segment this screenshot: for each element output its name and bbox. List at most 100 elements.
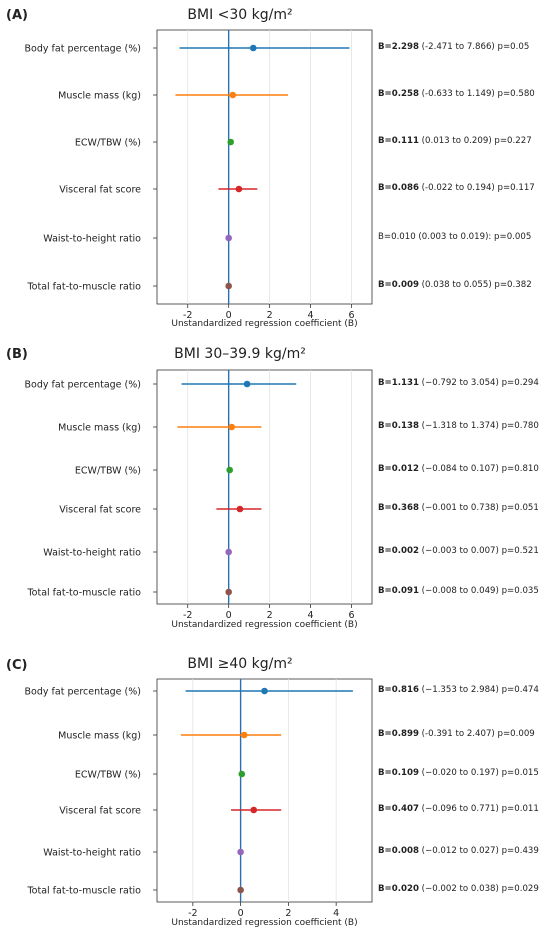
stat-annotation: B=0.368 (−0.001 to 0.738) p=0.051 [378,503,539,513]
estimate-point [237,848,244,856]
row-label: Waist-to-height ratio [43,848,141,859]
x-tick-label: -2 [183,610,192,621]
ci-p-value: (−0.008 to 0.049) p=0.035 [418,586,539,596]
row-label: Waist-to-height ratio [43,548,141,559]
ci-p-value: (−0.792 to 3.054) p=0.294 [418,378,539,388]
row-label: Muscle mass (kg) [58,91,141,102]
x-axis-label: Unstandardized regression coefficient (B… [171,918,357,928]
estimate-point [227,138,235,146]
x-tick-label: 4 [308,310,314,321]
x-tick-label: -2 [188,908,197,919]
x-tick-label: 2 [267,310,273,321]
estimate-point [226,466,233,474]
plot-frame [156,369,373,605]
ci-p-value: (-0.633 to 1.149) p=0.580 [418,89,535,99]
ci-p-value: (−0.020 to 0.197) p=0.015 [418,768,539,778]
coefficient-value: B=0.816 [378,685,419,695]
plot-frame [156,678,373,903]
coefficient-value: B=0.899 [378,729,419,739]
forest-plot: -2 0 2 4 6 Body fat percentage (%) Muscle mass… [25,369,373,630]
panel-label: (B) [6,347,28,362]
ci-p-value: (−0.001 to 0.738) p=0.051 [418,503,539,513]
row-label: Visceral fat score [59,185,141,196]
panel-title: BMI ≥40 kg/m² [187,656,293,672]
coefficient-value: B=0.002 [378,546,419,556]
coefficient-value: B=0.009 [378,280,419,290]
coefficient-value: B=0.109 [378,768,419,778]
estimate-point [225,548,232,556]
stat-annotation: B=0.816 (−1.353 to 2.984) p=0.474 [378,685,539,695]
ci-p-value: (−1.318 to 1.374) p=0.780 [418,421,539,431]
stat-annotation: B=0.002 (−0.003 to 0.007) p=0.521 [378,546,539,556]
ci-p-value: (−0.002 to 0.038) p=0.029 [418,884,539,894]
estimate-point [225,588,232,596]
stat-annotation: B=0.111 (0.013 to 0.209) p=0.227 [378,136,532,146]
estimate-point [225,234,232,242]
panel-a: (A) BMI <30 kg/m² -2 0 2 4 6 Body fat percent… [0,0,550,329]
stat-annotation: B=0.138 (−1.318 to 1.374) p=0.780 [378,421,539,431]
x-axis-label: Unstandardized regression coefficient (B… [171,620,357,630]
stat-annotation: B=0.899 (-0.391 to 2.407) p=0.009 [378,729,535,739]
stat-annotation: B=0.407 (−0.096 to 0.771) p=0.011 [378,804,539,814]
ci-p-value: (0.038 to 0.055) p=0.382 [418,280,532,290]
row-label: Body fat percentage (%) [25,687,141,698]
panel-label: (C) [6,658,28,673]
x-tick-label: 0 [226,610,232,621]
coefficient-value: B=2.298 [378,42,419,52]
estimate-point [235,185,243,193]
row-label: ECW/TBW (%) [75,466,141,477]
ci-p-value: (−0.084 to 0.107) p=0.810 [418,464,539,474]
estimate-point [240,731,248,739]
x-tick-label: -2 [183,310,192,321]
ci-p-value: (-0.391 to 2.407) p=0.009 [418,729,535,739]
panel-title: BMI <30 kg/m² [187,7,293,23]
stat-annotation: B=0.009 (0.038 to 0.055) p=0.382 [378,280,532,290]
x-tick-label: 6 [349,310,355,321]
coefficient-value: B=0.258 [378,89,419,99]
row-label: Visceral fat score [59,505,141,516]
stat-annotation: B=0.086 (-0.022 to 0.194) p=0.117 [378,183,535,193]
coefficient-value: B=0.138 [378,421,419,431]
estimate-point [236,505,244,513]
ci-p-value: (0.013 to 0.209) p=0.227 [418,136,532,146]
ci-p-value: (−1.353 to 2.984) p=0.474 [418,685,539,695]
stat-annotation: B=0.008 (−0.012 to 0.027) p=0.439 [378,846,539,856]
plot-frame [156,29,373,305]
stat-annotation: B=0.258 (-0.633 to 1.149) p=0.580 [378,89,535,99]
stat-annotation: B=0.091 (−0.008 to 0.049) p=0.035 [378,586,539,596]
row-label: ECW/TBW (%) [75,138,141,149]
row-label: Muscle mass (kg) [58,423,141,434]
x-tick-label: 0 [238,908,244,919]
stat-annotation: B=2.298 (-2.471 to 7.866) p=0.05 [378,42,529,52]
coefficient-value: B=0.086 [378,183,419,193]
ci-p-value: (−0.003 to 0.007) p=0.521 [418,546,539,556]
ci-p-value: (−0.096 to 0.771) p=0.011 [418,804,539,814]
estimate-point [228,423,236,431]
stat-annotation: B=1.131 (−0.792 to 3.054) p=0.294 [378,378,539,388]
panel-title: BMI 30–39.9 kg/m² [174,346,306,362]
coefficient-value: B=0.012 [378,464,419,474]
stat-annotation: B=0.109 (−0.020 to 0.197) p=0.015 [378,768,539,778]
x-tick-label: 4 [333,908,339,919]
ci-p-value: (−0.012 to 0.027) p=0.439 [418,846,539,856]
forest-plot: -2 0 2 4 6 Body fat percentage (%) Muscle mass… [25,29,373,329]
forest-plot: -2 0 2 4 Body fat percentage (%) Muscle mass … [25,678,373,928]
ci-p-value: B=0.010 (0.003 to 0.019): p=0.005 [378,232,532,242]
row-label: Muscle mass (kg) [58,731,141,742]
estimate-point [250,806,258,814]
coefficient-value: B=0.368 [378,503,419,513]
panel-b: (B) BMI 30–39.9 kg/m² -2 0 2 4 6 Body fat per… [0,312,550,630]
x-tick-label: 2 [267,610,273,621]
stat-annotation: B=0.020 (−0.002 to 0.038) p=0.029 [378,884,539,894]
coefficient-value: B=0.091 [378,586,419,596]
estimate-point [261,687,268,695]
estimate-point [238,770,246,778]
x-tick-label: 2 [285,908,291,919]
coefficient-value: B=0.111 [378,136,419,146]
ci-p-value: (-0.022 to 0.194) p=0.117 [418,183,535,193]
panel-label: (A) [6,8,28,23]
stat-annotation: B=0.012 (−0.084 to 0.107) p=0.810 [378,464,539,474]
row-label: Total fat-to-muscle ratio [26,588,141,599]
row-label: Total fat-to-muscle ratio [26,282,141,293]
estimate-point [229,91,237,99]
